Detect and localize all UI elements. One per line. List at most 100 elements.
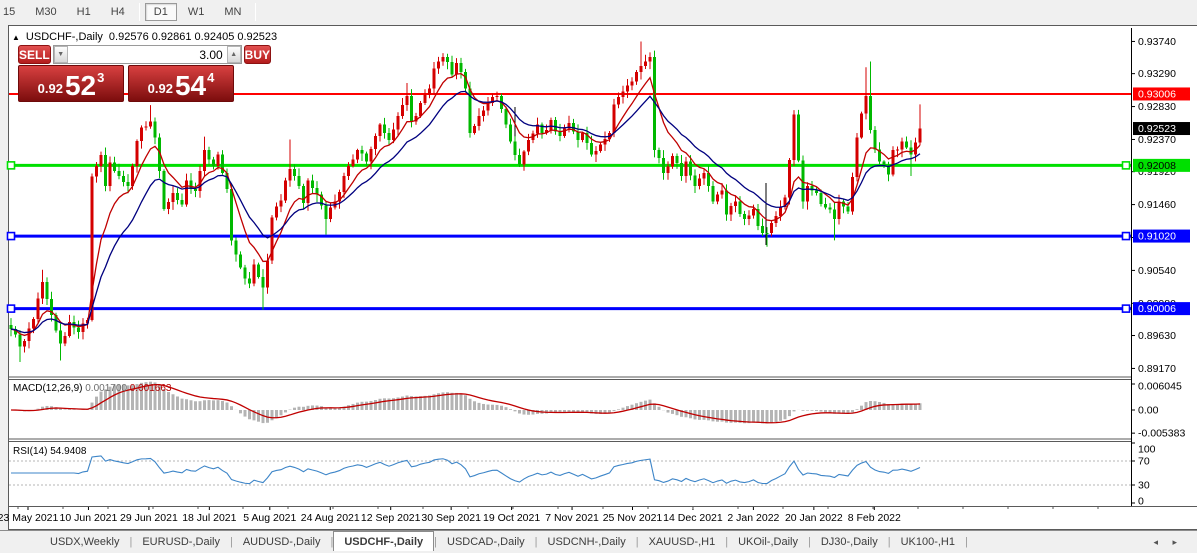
line-handle-icon[interactable]: [1121, 304, 1131, 313]
tab-separator: |: [129, 536, 133, 548]
tab-separator: |: [330, 536, 334, 548]
horizontal-price-lines[interactable]: [6, 92, 1132, 313]
chart-symbol-label: USDCHF-,Daily: [25, 31, 103, 43]
panel-frames: [9, 28, 1197, 507]
rsi-axis-label: 100: [1138, 444, 1156, 456]
macd-signal-value: 0.001663: [129, 383, 172, 394]
rsi-levels: [9, 460, 1131, 486]
tab-separator: |: [725, 536, 729, 548]
moving-average-8: [10, 72, 921, 337]
line-handle-icon[interactable]: [1121, 231, 1131, 241]
volume-decrease-icon[interactable]: ▼: [53, 46, 68, 63]
toolbar-separator: [255, 2, 257, 21]
symbol-tab-USDCNH-[interactable]: USDCNH-,Daily: [547, 536, 626, 548]
price-line-axis-label: [1133, 229, 1190, 243]
sell-price-box[interactable]: 0.92 52 3: [18, 65, 124, 102]
line-handle-icon[interactable]: [6, 231, 16, 241]
symbol-tab-USDCHF-[interactable]: USDCHF-,Daily: [333, 531, 435, 551]
price-line-axis-text: 0.92008: [1138, 160, 1176, 172]
macd-axis-label: 0.00: [1138, 405, 1159, 417]
macd-histogram: [14, 381, 922, 424]
symbol-tab-XAUUSD-[interactable]: XAUUSD-,H1: [648, 536, 716, 548]
one-click-trading-panel: SELL ▼ ▲ BUY 0.92 52 3 0.92 54 4: [18, 45, 272, 103]
tab-separator: |: [887, 536, 891, 548]
line-handle-icon[interactable]: [6, 161, 16, 170]
date-tick-label: 20 Jan 2022: [785, 512, 843, 524]
price-tick-label: 0.90540: [1138, 265, 1176, 277]
sell-price-prefix: 0.92: [37, 81, 63, 96]
timeframe-button-H1[interactable]: H1: [76, 5, 91, 18]
time-axis[interactable]: 23 May 2021 10 Jun 2021 29 Jun 2021 18 Jul …: [0, 507, 1099, 524]
buy-price-box[interactable]: 0.92 54 4: [128, 65, 234, 102]
date-tick-label: 8 Feb 2022: [848, 512, 901, 524]
volume-input[interactable]: [67, 46, 227, 63]
symbol-tab-USDX[interactable]: USDX,Weekly: [50, 536, 120, 548]
tab-separator: |: [635, 536, 639, 548]
macd-name: MACD(12,26,9): [13, 383, 83, 394]
buy-price-prefix: 0.92: [147, 81, 173, 96]
rsi-axis-label: 70: [1138, 456, 1150, 468]
macd-indicator-label: MACD(12,26,9) 0.001700 0.001663: [13, 383, 171, 394]
macd-axis-label: -0.005383: [1138, 428, 1185, 440]
vertical-line-objects[interactable]: [514, 107, 767, 245]
price-tick-label: 0.92370: [1138, 134, 1176, 146]
buy-button[interactable]: BUY: [243, 45, 272, 64]
price-tick-label: 0.93290: [1138, 68, 1176, 80]
price-line-axis-text: 0.93006: [1138, 88, 1176, 100]
date-tick-label: 25 Nov 2021: [603, 512, 663, 524]
date-tick-label: 2 Jan 2022: [727, 512, 779, 524]
sell-button[interactable]: SELL: [18, 45, 51, 64]
timeframe-button-W1[interactable]: W1: [187, 5, 205, 18]
price-axis[interactable]: 0.937400.932900.928300.923700.919200.914…: [1131, 36, 1190, 375]
tab-separator: |: [229, 536, 233, 548]
macd-main-value: 0.001700: [85, 383, 127, 394]
date-tick-label: 24 Aug 2021: [301, 512, 360, 524]
current-price-text: 0.92523: [1138, 123, 1176, 135]
symbol-tab-UKOil-[interactable]: UKOil-,Daily: [738, 536, 798, 548]
timeframe-button-D1[interactable]: D1: [144, 2, 177, 21]
line-handle-icon[interactable]: [6, 304, 16, 313]
buy-price-pip: 4: [207, 70, 215, 85]
chart-window[interactable]: [8, 25, 1197, 530]
symbol-tab-AUDUSD-[interactable]: AUDUSD-,Daily: [242, 536, 321, 548]
symbol-tab-USDCAD-[interactable]: USDCAD-,Daily: [447, 536, 525, 548]
timeframe-button-15[interactable]: 15: [3, 5, 16, 18]
sell-price-big: 52: [64, 70, 97, 101]
line-handle-icon[interactable]: [1121, 161, 1131, 170]
price-tick-label: 0.89170: [1138, 363, 1176, 375]
macd-axis-label: 0.006045: [1138, 381, 1182, 393]
tab-scroll-arrows-icon[interactable]: ◂ ▸: [1153, 536, 1183, 547]
tab-separator: |: [534, 536, 538, 548]
toolbar-separator: [138, 2, 140, 21]
price-line-axis-label: [1133, 158, 1190, 172]
timeframe-button-MN[interactable]: MN: [224, 5, 242, 18]
chart-title: ▲ USDCHF-,Daily 0.92576 0.92861 0.92405 …: [12, 31, 277, 43]
volume-stepper: ▼ ▲: [52, 45, 242, 64]
price-tick-label: 0.89630: [1138, 330, 1176, 342]
date-tick-label: 23 May 2021: [0, 512, 59, 524]
volume-increase-icon[interactable]: ▲: [226, 46, 241, 63]
timeframe-button-H4[interactable]: H4: [110, 5, 125, 18]
rsi-line: [11, 455, 921, 485]
symbol-tab-bar: USDX,Weekly | EURUSD-,Daily | AUDUSD-,Daily |…: [0, 530, 1197, 553]
date-tick-label: 30 Sep 2021: [421, 512, 481, 524]
rsi-indicator-label: RSI(14) 54.9408: [13, 446, 86, 457]
price-tick-label: 0.93740: [1138, 36, 1176, 48]
current-price-label: [1133, 122, 1190, 136]
collapse-quotes-icon[interactable]: ▲: [12, 32, 20, 42]
date-tick-label: 5 Aug 2021: [243, 512, 296, 524]
timeframe-button-M30[interactable]: M30: [35, 5, 57, 18]
symbol-tab-DJ30-[interactable]: DJ30-,Daily: [820, 536, 878, 548]
chart-ohlc-readout: 0.92576 0.92861 0.92405 0.92523: [108, 31, 278, 43]
symbol-tab-UK100-[interactable]: UK100-,H1: [900, 536, 955, 548]
tab-separator: |: [434, 536, 438, 548]
price-line-axis-label: [1133, 302, 1190, 316]
rsi-name: RSI(14): [13, 446, 48, 457]
date-tick-label: 18 Jul 2021: [182, 512, 236, 524]
moving-average-17: [10, 90, 921, 334]
symbol-tab-EURUSD-[interactable]: EURUSD-,Daily: [142, 536, 220, 548]
candles: [9, 41, 922, 362]
